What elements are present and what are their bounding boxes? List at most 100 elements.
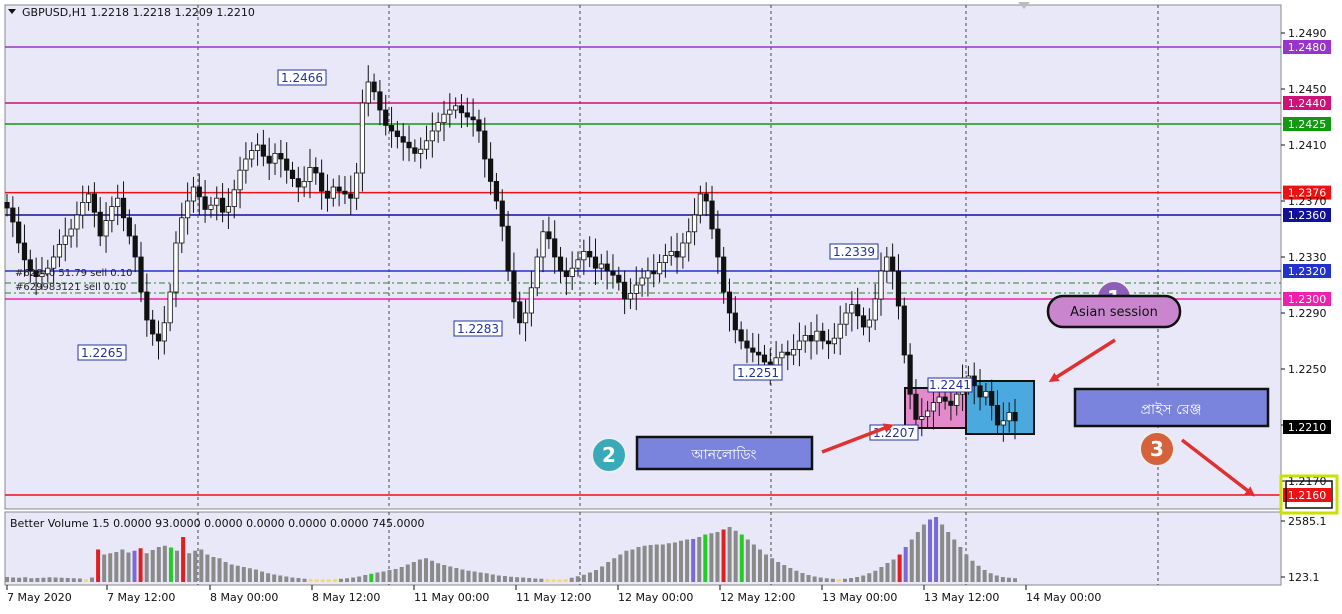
volume-bar bbox=[964, 554, 969, 582]
main-plot-area[interactable] bbox=[4, 4, 1282, 510]
candlestick-series[interactable] bbox=[4, 65, 902, 385]
level-price-tag: 1.2425 bbox=[1283, 117, 1331, 131]
volume-bar bbox=[375, 572, 380, 582]
volume-bar bbox=[411, 562, 416, 582]
volume-bar bbox=[836, 579, 841, 582]
volume-bar bbox=[776, 562, 781, 582]
volume-bar bbox=[976, 565, 981, 582]
candle bbox=[1000, 402, 1006, 442]
volume-bar bbox=[727, 527, 732, 582]
candle bbox=[45, 259, 51, 283]
chart-title: GBPUSD,H1 1.2218 1.2218 1.2209 1.2210 bbox=[22, 6, 255, 19]
volume-bar bbox=[581, 574, 586, 582]
candle bbox=[208, 196, 214, 218]
annotation-3[interactable]: প্রাইস রেঞ্জ 3 bbox=[1073, 387, 1270, 497]
candle bbox=[901, 297, 907, 364]
candle bbox=[627, 278, 634, 310]
candle bbox=[505, 211, 511, 282]
volume-bar bbox=[940, 524, 945, 582]
svg-text:1.2480: 1.2480 bbox=[1288, 41, 1327, 54]
volume-series[interactable] bbox=[5, 517, 1017, 582]
volume-bar bbox=[47, 577, 52, 582]
annotation-1[interactable]: 1 Asian session bbox=[1046, 280, 1182, 383]
candle bbox=[668, 236, 674, 266]
volume-bar bbox=[764, 554, 769, 582]
candle bbox=[610, 254, 616, 289]
candle bbox=[744, 329, 750, 364]
candle bbox=[249, 142, 255, 168]
candle bbox=[336, 175, 342, 207]
candle bbox=[377, 80, 383, 126]
candle bbox=[260, 129, 266, 167]
swing-high-label: 1.2241 bbox=[929, 378, 971, 392]
candle bbox=[313, 157, 319, 185]
volume-bar bbox=[217, 558, 222, 582]
candle bbox=[307, 148, 313, 199]
candle bbox=[546, 216, 552, 249]
volume-bar bbox=[666, 543, 671, 582]
candle bbox=[418, 137, 424, 169]
swing-high-label: 1.2466 bbox=[281, 71, 323, 85]
x-tick-label: 8 May 00:00 bbox=[210, 591, 278, 604]
candle bbox=[726, 278, 733, 332]
volume-bar bbox=[818, 577, 823, 582]
shift-marker-icon[interactable] bbox=[1018, 2, 1030, 9]
volume-bar bbox=[278, 575, 283, 582]
volume-bar bbox=[41, 577, 46, 582]
horizontal-levels[interactable]: 1.24801.24401.24251.23761.23601.23201.23… bbox=[5, 40, 1331, 502]
volume-bar bbox=[11, 577, 16, 582]
volume-bar bbox=[96, 549, 101, 582]
volume-bar bbox=[618, 554, 623, 582]
candle bbox=[231, 179, 237, 219]
candle bbox=[843, 302, 849, 336]
volume-bar bbox=[162, 545, 167, 582]
volume-bar bbox=[563, 579, 568, 582]
volume-bar bbox=[642, 545, 647, 582]
volume-bar bbox=[527, 578, 532, 582]
volume-bar bbox=[272, 574, 277, 582]
volume-bar bbox=[806, 575, 811, 582]
annotation-2[interactable]: 2 আনলোডিং bbox=[591, 423, 894, 473]
volume-bar bbox=[253, 569, 258, 582]
candle bbox=[388, 106, 395, 148]
volume-bar bbox=[509, 576, 513, 582]
candle bbox=[120, 181, 127, 232]
candle bbox=[4, 194, 10, 217]
volume-bar bbox=[830, 578, 835, 582]
candle bbox=[691, 198, 698, 246]
candle bbox=[103, 202, 109, 253]
candle bbox=[569, 251, 575, 291]
candle bbox=[925, 400, 931, 429]
candle bbox=[604, 250, 610, 290]
volume-title: Better Volume 1.5 0.0000 93.0000 0.0000 … bbox=[10, 517, 425, 530]
volume-bar bbox=[606, 562, 611, 582]
volume-bar bbox=[168, 547, 173, 582]
candle bbox=[16, 206, 22, 254]
svg-text:1.2300: 1.2300 bbox=[1288, 293, 1327, 306]
candle bbox=[872, 283, 878, 331]
x-tick-label: 13 May 12:00 bbox=[924, 591, 999, 604]
volume-bar bbox=[587, 572, 592, 582]
candle bbox=[919, 398, 925, 437]
y-tick-label: 1.2290 bbox=[1288, 307, 1327, 320]
candle bbox=[202, 180, 208, 223]
y-tick-label: 1.2330 bbox=[1288, 251, 1327, 264]
order-lines[interactable]: #62840 51.79 sell 0.10 #629983121 sell 0… bbox=[5, 268, 1281, 294]
volume-bar bbox=[211, 557, 216, 582]
candle bbox=[91, 182, 97, 228]
candle bbox=[167, 283, 173, 332]
menu-triangle-icon[interactable] bbox=[8, 9, 16, 14]
candle bbox=[790, 334, 797, 366]
volume-bar bbox=[903, 547, 908, 582]
candle bbox=[703, 182, 709, 217]
candle bbox=[150, 309, 156, 346]
candle bbox=[365, 65, 371, 117]
volume-bar bbox=[757, 549, 762, 582]
volume-bar bbox=[53, 577, 58, 582]
volume-bar bbox=[703, 534, 708, 582]
volume-bar bbox=[417, 559, 422, 582]
price-range-label: প্রাইস রেঞ্জ bbox=[1141, 401, 1202, 418]
candle bbox=[592, 238, 599, 285]
candle bbox=[575, 251, 581, 277]
